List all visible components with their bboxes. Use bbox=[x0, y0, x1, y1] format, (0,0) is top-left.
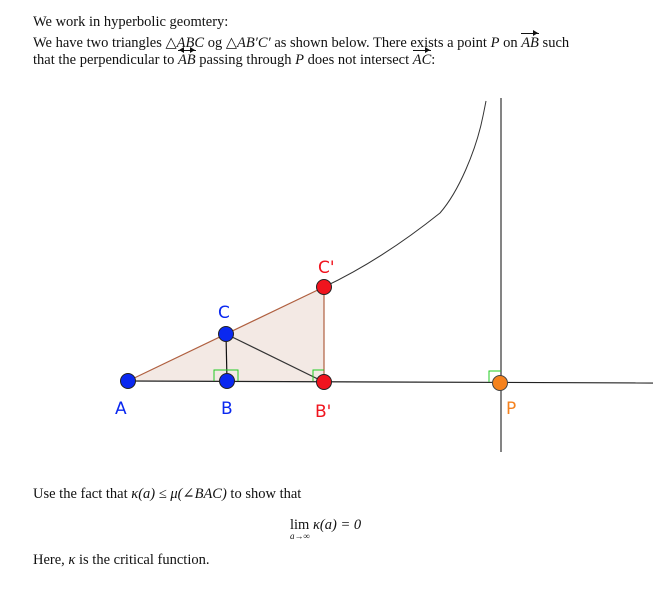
limit-equation: lim κ(a) = 0 a→∞ bbox=[290, 517, 362, 541]
right-angle-b bbox=[213, 369, 239, 381]
ray-ac: AC bbox=[412, 47, 432, 68]
triangle-abprimecprime: △AB′C′ bbox=[225, 35, 271, 51]
segment-ab-baseline bbox=[127, 380, 653, 384]
point-a bbox=[120, 373, 136, 389]
right-angle-bprime bbox=[312, 369, 324, 381]
inequality: κ(a) ≤ μ(∠BAC) bbox=[131, 486, 227, 502]
right-angle-p bbox=[488, 370, 501, 382]
ray-ab: AB bbox=[521, 30, 539, 51]
label-p: P bbox=[506, 399, 516, 419]
outro-line-1: Use the fact that κ(a) ≤ μ(∠BAC) to show… bbox=[33, 486, 302, 502]
label-cprime: C' bbox=[318, 258, 335, 278]
intro-line-2: We have two triangles △ABC og △AB′C′ as … bbox=[33, 30, 570, 51]
intro-line-1: We work in hyperbolic geomtery: bbox=[33, 14, 229, 30]
segment-cbprime bbox=[225, 333, 325, 383]
outro-line-2: Here, κ is the critical function. bbox=[33, 552, 210, 568]
point-bprime bbox=[316, 374, 332, 390]
point-c bbox=[218, 326, 234, 342]
limit-curve bbox=[323, 100, 487, 288]
label-b: B bbox=[221, 399, 233, 419]
line-ab: AB bbox=[177, 47, 196, 69]
triangle-abc: △ABC bbox=[165, 35, 205, 51]
point-p bbox=[492, 375, 508, 391]
label-a: A bbox=[115, 399, 127, 419]
label-c: C bbox=[218, 303, 230, 323]
point-cprime bbox=[316, 279, 332, 295]
point-b bbox=[219, 373, 235, 389]
label-bprime: B' bbox=[315, 402, 331, 422]
intro-line-3: that the perpendicular to AB passing thr… bbox=[33, 47, 435, 69]
